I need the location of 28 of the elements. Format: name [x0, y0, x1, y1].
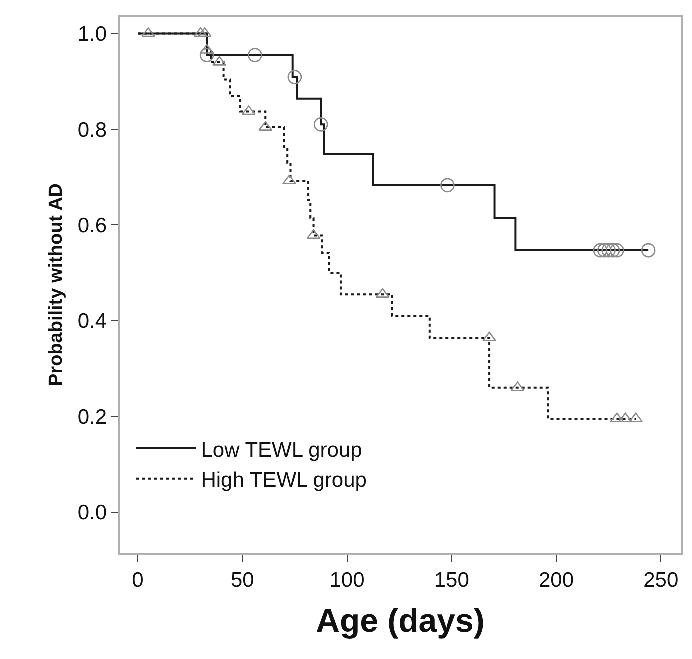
x-tick-label: 0	[132, 568, 144, 592]
y-tick-label: 0.0	[78, 502, 108, 525]
y-tick-label: 0.2	[78, 406, 108, 429]
point	[610, 243, 624, 258]
point	[314, 118, 328, 132]
point	[440, 178, 455, 193]
point	[593, 243, 608, 258]
point	[248, 48, 262, 62]
x-axis-title: Age (days)	[316, 602, 485, 640]
y-tick-label: 0.6	[78, 214, 108, 238]
point	[482, 332, 497, 342]
x-tick-label: 250	[644, 568, 679, 592]
point	[597, 243, 612, 258]
x-tick-label: 50	[230, 568, 254, 592]
point	[200, 48, 214, 62]
legend-label: Low TEWL group	[201, 438, 362, 462]
point	[641, 243, 656, 258]
x-tick-label: 100	[330, 568, 365, 592]
x-tick-label: 150	[434, 568, 470, 592]
point	[288, 70, 302, 84]
y-tick-label: 1.0	[78, 23, 108, 46]
y-tick-label: 0.4	[78, 310, 108, 334]
legend-label: High TEWL group	[201, 469, 367, 492]
y-axis-title: Probability without AD	[46, 183, 68, 387]
x-tick-label: 200	[538, 568, 574, 592]
y-tick-label: 0.8	[78, 118, 108, 142]
point	[602, 243, 616, 258]
point	[606, 243, 620, 258]
